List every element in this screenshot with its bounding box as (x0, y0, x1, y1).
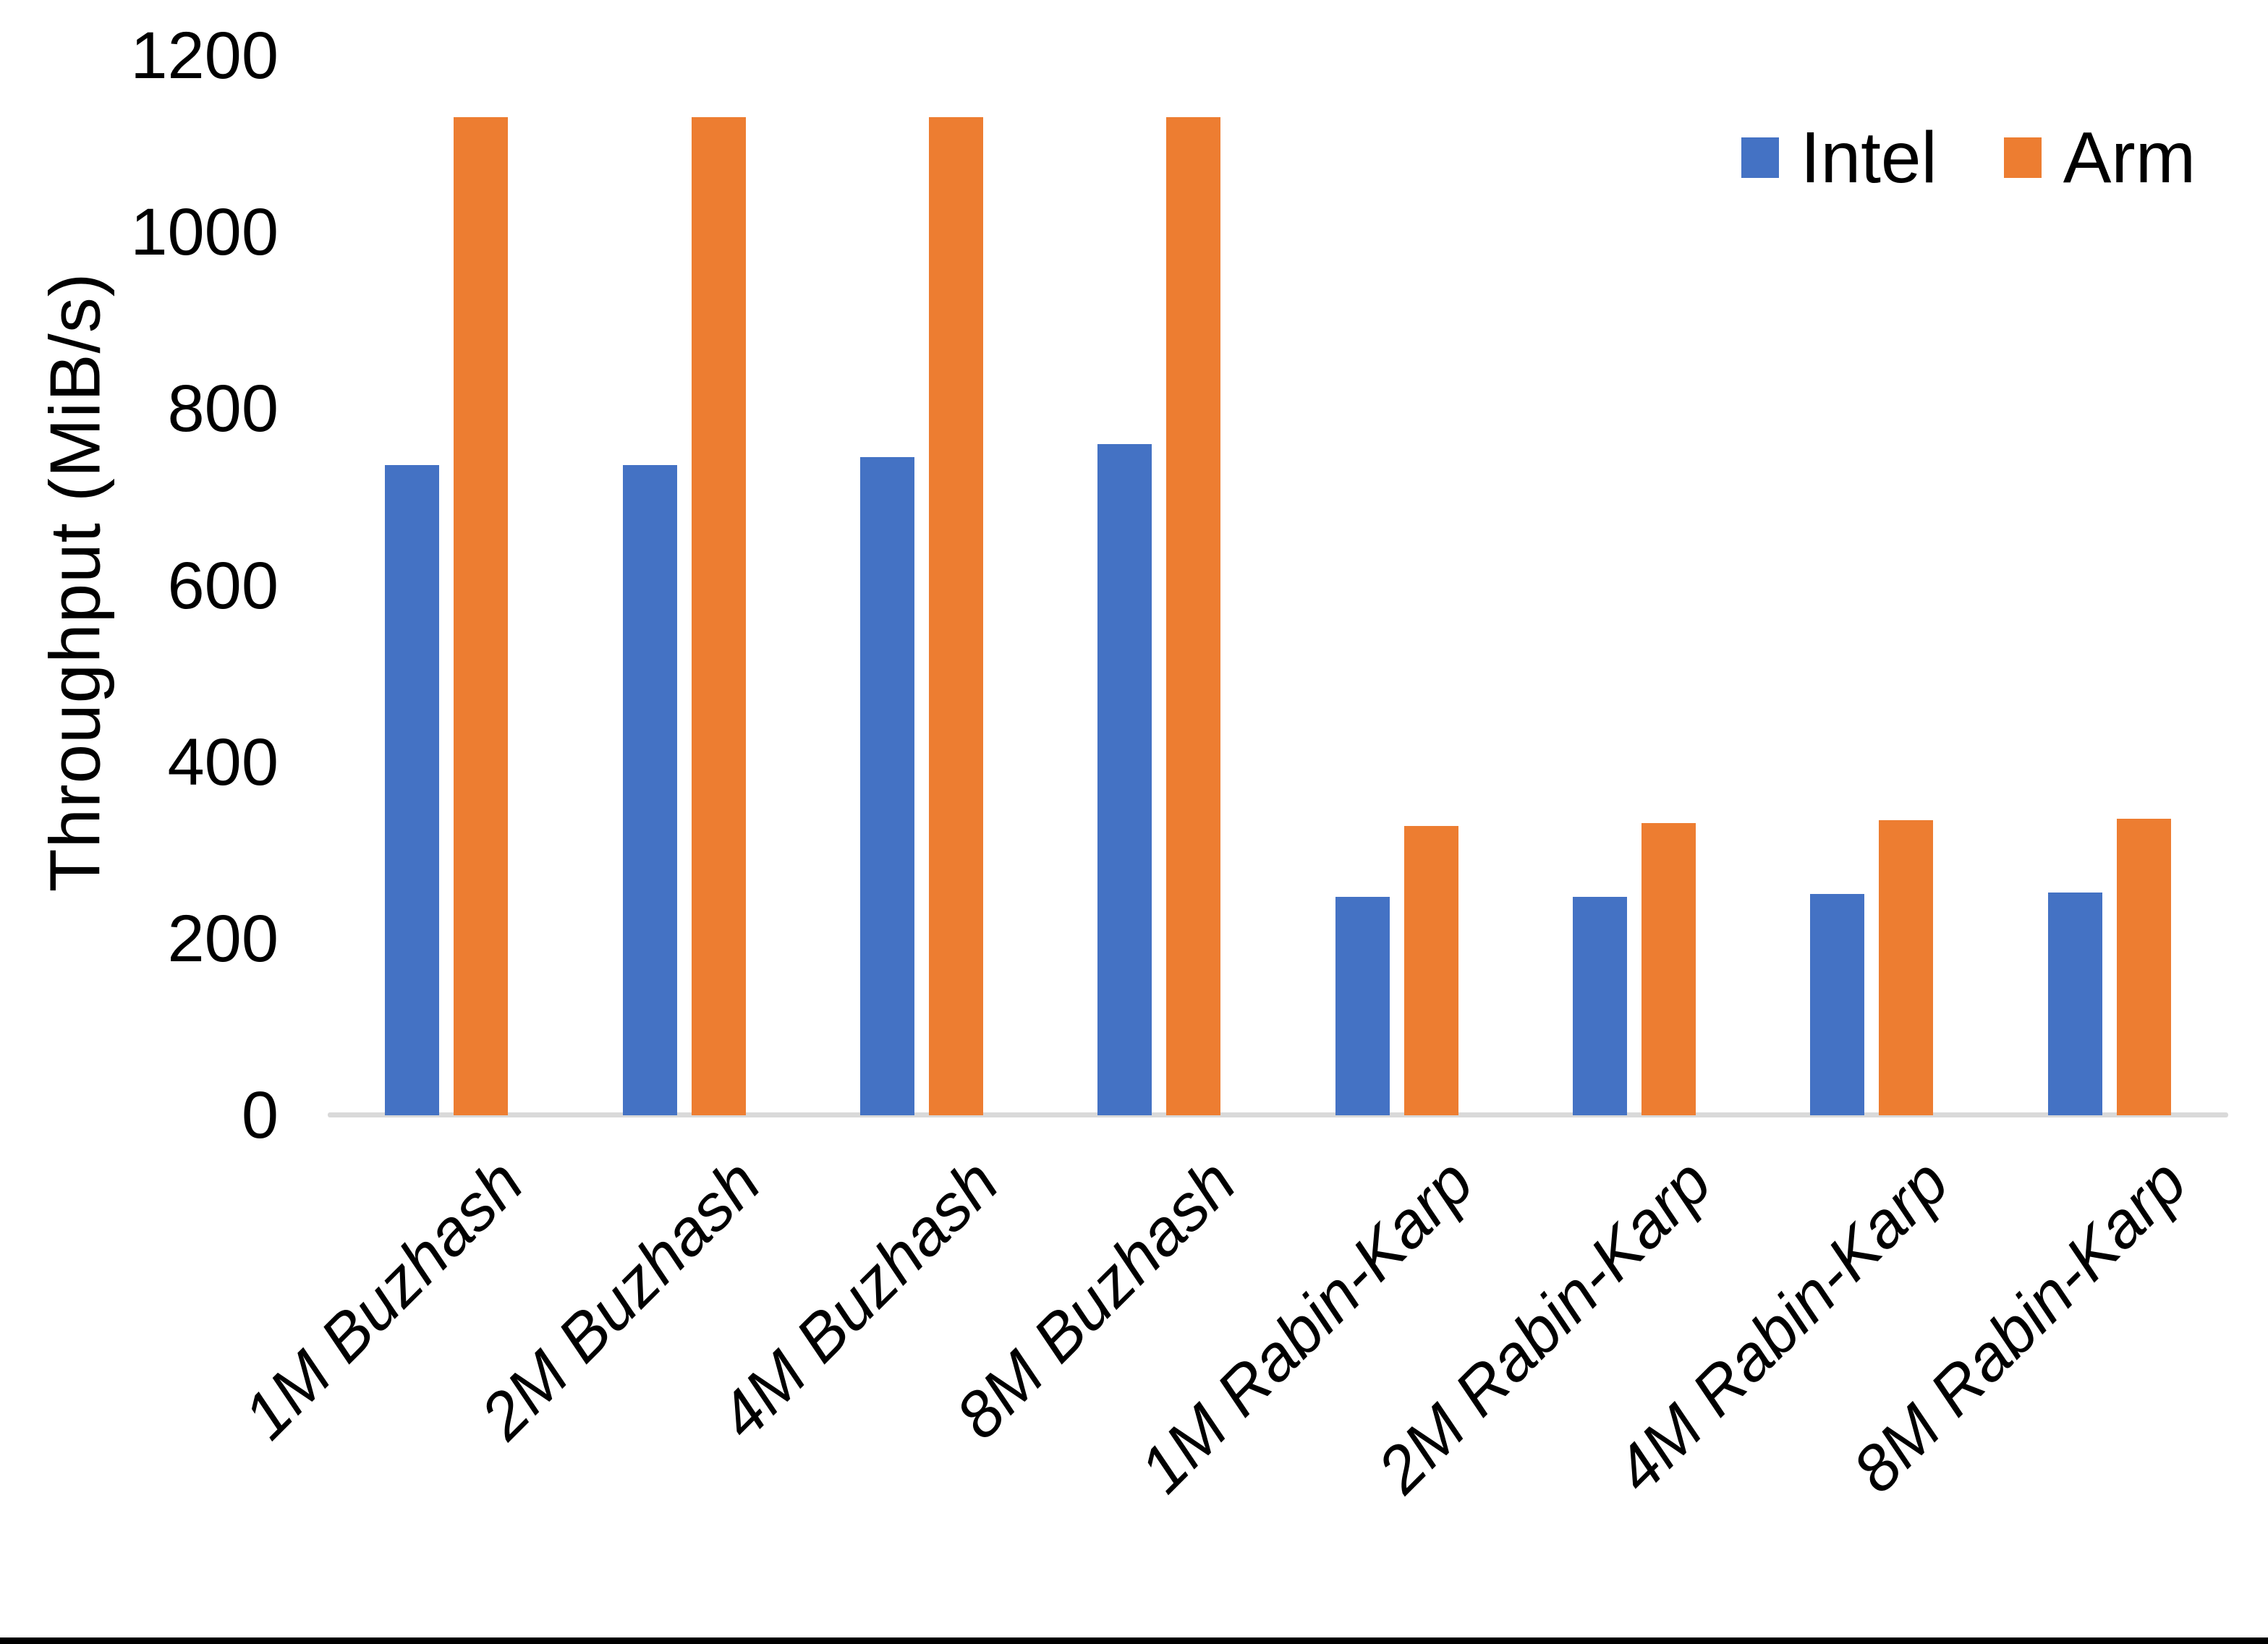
bar-intel-2m-buzhash (622, 465, 677, 1115)
bar-intel-8m-rabin-karp (2047, 893, 2102, 1115)
bar-arm-8m-buzhash (1166, 117, 1221, 1115)
bar-arm-1m-rabin-karp (1403, 825, 1458, 1115)
bar-arm-2m-rabin-karp (1641, 822, 1696, 1115)
legend-swatch-intel (1741, 137, 1779, 178)
bar-arm-1m-buzhash (454, 117, 509, 1115)
plot-area (328, 56, 2228, 1117)
legend: Intel Arm (1741, 122, 2196, 194)
y-tick-label-800: 800 (167, 372, 279, 446)
bar-intel-8m-buzhash (1097, 444, 1152, 1115)
x-axis-line (328, 1112, 2228, 1117)
bar-arm-2m-buzhash (691, 117, 746, 1115)
bar-arm-4m-buzhash (928, 117, 983, 1115)
bar-arm-4m-rabin-karp (1879, 820, 1934, 1115)
legend-label-intel: Intel (1800, 117, 1937, 198)
bar-intel-1m-buzhash (385, 465, 440, 1115)
legend-label-arm: Arm (2063, 117, 2196, 198)
y-tick-label-400: 400 (167, 725, 279, 799)
bar-intel-2m-rabin-karp (1573, 897, 1628, 1115)
bar-intel-4m-buzhash (859, 457, 914, 1115)
y-axis-tick-labels: 0 200 400 600 800 1000 1200 (0, 0, 279, 1644)
legend-swatch-arm (2003, 137, 2042, 178)
bottom-border-line (0, 1637, 2268, 1644)
y-tick-label-200: 200 (167, 901, 279, 976)
y-tick-label-1000: 1000 (130, 195, 279, 270)
bar-intel-1m-rabin-karp (1335, 897, 1390, 1115)
bar-arm-8m-rabin-karp (2116, 818, 2171, 1115)
legend-item-arm: Arm (2003, 117, 2196, 198)
bar-intel-4m-rabin-karp (1810, 893, 1865, 1115)
legend-item-intel: Intel (1741, 122, 1937, 194)
y-tick-label-600: 600 (167, 548, 279, 623)
y-tick-label-0: 0 (241, 1078, 279, 1152)
y-tick-label-1200: 1200 (130, 19, 279, 93)
